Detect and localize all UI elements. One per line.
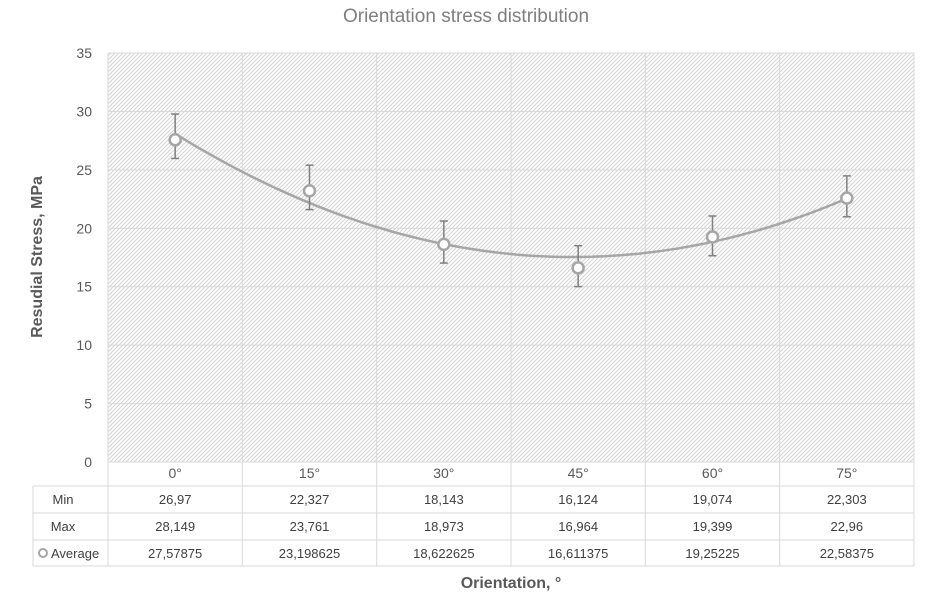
x-tick-label: 75°	[836, 465, 857, 481]
table-cell: 19,074	[693, 492, 733, 507]
data-point	[840, 191, 854, 205]
grid-layer	[107, 52, 915, 566]
table-cell: 27,57875	[148, 546, 202, 561]
y-axis-label: Resudial Stress, MPa	[29, 176, 46, 338]
y-tick-label: 30	[76, 103, 92, 119]
table-cell: 28,149	[155, 519, 195, 534]
table-row-label: Max	[51, 519, 76, 534]
table-row-label: Min	[53, 492, 74, 507]
trendline	[174, 132, 848, 259]
table-cell: 18,622625	[413, 546, 474, 561]
table-cell: 23,198625	[279, 546, 340, 561]
table-cell: 22,327	[290, 492, 330, 507]
x-tick-label: 15°	[299, 465, 320, 481]
tick-layer: 0 5 10 15 20 25 30 35 0° 15° 30° 45° 60° 75°	[76, 45, 857, 481]
data-table: Min 26,97 22,327 18,143 16,124 19,074 22,303 Ma…	[32, 485, 914, 567]
table-cell: 16,964	[558, 519, 598, 534]
data-point	[437, 237, 451, 252]
table-cell: 18,973	[424, 519, 464, 534]
table-cell: 16,611375	[548, 546, 609, 561]
x-tick-label: 30°	[433, 465, 454, 481]
table-cell: 16,124	[558, 492, 598, 507]
table-cell: 19,399	[693, 519, 733, 534]
data-point	[302, 184, 317, 198]
data-point	[571, 261, 585, 275]
y-tick-label: 10	[76, 337, 92, 353]
table-cell: 19,25225	[685, 546, 739, 561]
table-cell: 22,58375	[820, 546, 874, 561]
table-cell: 22,303	[827, 492, 867, 507]
legend-label: Average	[51, 546, 99, 561]
legend-marker	[38, 548, 48, 558]
y-tick-label: 35	[76, 45, 92, 61]
table-cell: 23,761	[290, 519, 330, 534]
data-point	[168, 132, 182, 147]
table-cell: 26,97	[159, 492, 192, 507]
x-tick-label: 45°	[568, 465, 589, 481]
series-layer	[168, 113, 854, 288]
x-axis-label: Orientation, °	[461, 575, 562, 592]
y-tick-label: 20	[76, 220, 92, 236]
x-tick-label: 60°	[702, 465, 723, 481]
y-tick-label: 25	[76, 162, 92, 178]
table-cell: 22,96	[831, 519, 864, 534]
y-tick-label: 0	[84, 454, 92, 470]
y-tick-label: 15	[76, 279, 92, 295]
x-tick-label: 0°	[168, 465, 181, 481]
chart-title: Orientation stress distribution	[343, 6, 589, 27]
table-cell: 18,143	[424, 492, 464, 507]
y-tick-label: 5	[84, 396, 92, 412]
data-point	[705, 230, 720, 244]
